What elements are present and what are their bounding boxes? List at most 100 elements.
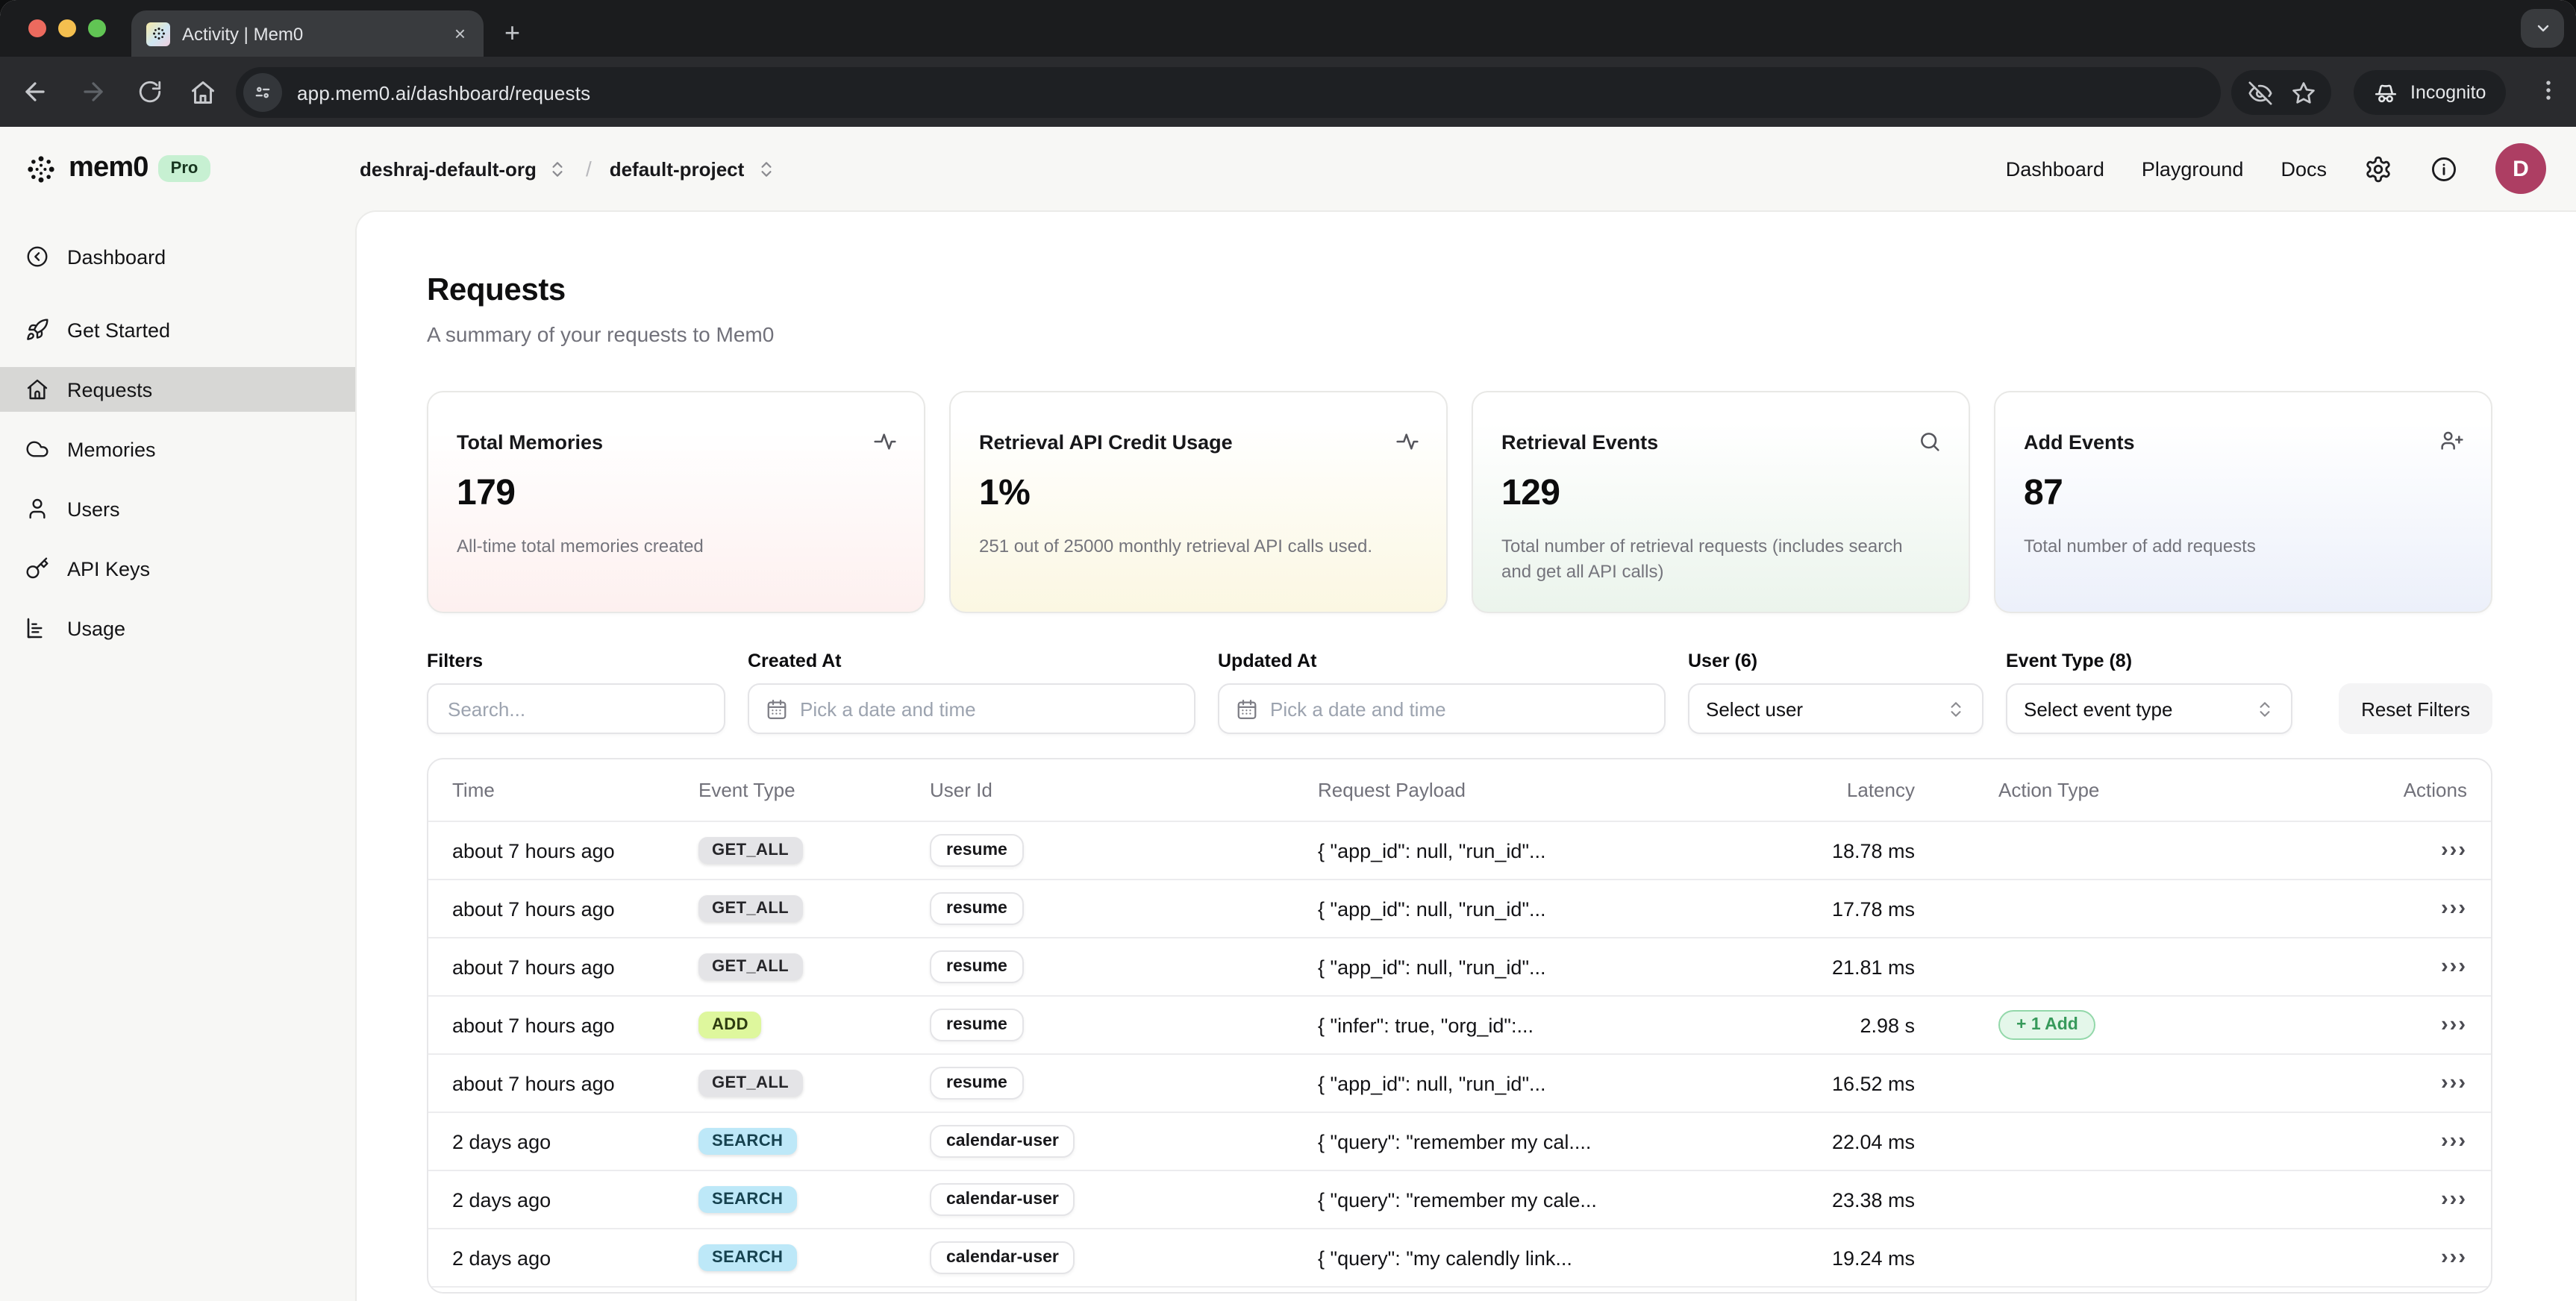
cell-event-type: SEARCH [698,1186,930,1213]
expand-row-button[interactable]: ››› [2441,838,2467,862]
tab-search-chevron-button[interactable] [2521,9,2564,48]
nav-docs[interactable]: Docs [2280,157,2327,180]
cell-user-id: resume [930,950,1318,983]
omnibox-actions [2231,70,2331,115]
logo[interactable]: mem0 Pro [24,127,210,210]
filter-user-group: User (6) Select user [1688,650,1983,734]
date-placeholder: Pick a date and time [800,697,976,720]
activity-icon [873,430,897,454]
cell-actions: ››› [2273,1071,2467,1095]
sidebar-item-get-started[interactable]: Get Started [0,307,355,352]
filter-event-type-group: Event Type (8) Select event type [2006,650,2292,734]
cell-payload: { "query": "my calendly link... [1318,1247,1572,1269]
expand-row-button[interactable]: ››› [2441,1246,2467,1270]
sidebar-item-api-keys[interactable]: API Keys [0,546,355,591]
filters-row: Filters Created At Pick a date and time [427,650,2492,734]
table-header: Time Event Type User Id Request Payload … [428,759,2491,821]
sidebar-item-requests[interactable]: Requests [0,367,355,412]
project-selector[interactable]: default-project [609,157,745,180]
stat-card-add-events: Add Events 87 Total number of add reques… [1994,391,2492,613]
home-button[interactable] [190,78,216,105]
sidebar-item-users[interactable]: Users [0,486,355,531]
chevrons-up-down-icon [1946,699,1966,718]
new-tab-button[interactable]: + [504,18,521,48]
info-icon [2432,157,2456,181]
cell-latency: 23.38 ms [1831,1188,1915,1211]
stat-description: 251 out of 25000 monthly retrieval API c… [979,536,1372,557]
user-avatar[interactable]: D [2495,143,2546,194]
incognito-label: Incognito [2410,82,2486,103]
back-button[interactable] [21,78,49,106]
sidebar-item-usage[interactable]: Usage [0,606,355,650]
stat-value: 1% [979,473,1031,513]
key-icon [25,557,49,580]
calendar-icon [1236,697,1258,720]
window-close-button[interactable] [28,19,46,37]
updated-at-picker[interactable]: Pick a date and time [1218,683,1666,734]
filter-label: Updated At [1218,650,1317,671]
cell-latency: 16.52 ms [1831,1072,1915,1094]
stat-value: 179 [457,473,516,513]
reload-button[interactable] [137,79,163,104]
browser-menu-button[interactable] [2536,78,2561,110]
table-row[interactable]: about 7 hours ago ADD resume { "infer": … [428,995,2491,1053]
cell-time: about 7 hours ago [452,956,615,978]
app-header: mem0 Pro deshraj-default-org / default-p… [0,127,2576,210]
expand-row-button[interactable]: ››› [2441,1129,2467,1153]
settings-button[interactable] [2364,154,2392,183]
incognito-badge: Incognito [2354,70,2506,115]
cell-user-id: resume [930,1067,1318,1100]
created-at-picker[interactable]: Pick a date and time [748,683,1195,734]
address-bar[interactable]: app.mem0.ai/dashboard/requests [236,67,2221,118]
nav-dashboard[interactable]: Dashboard [2005,157,2104,180]
sidebar-item-memories[interactable]: Memories [0,427,355,471]
user-select[interactable]: Select user [1688,683,1983,734]
expand-row-button[interactable]: ››› [2441,1188,2467,1211]
chevrons-up-down-icon[interactable] [548,159,568,178]
table-row[interactable]: 2 days ago SEARCH calendar-user { "query… [428,1112,2491,1170]
event-type-select[interactable]: Select event type [2006,683,2292,734]
nav-playground[interactable]: Playground [2141,157,2244,180]
table-row[interactable]: about 7 hours ago GET_ALL resume { "app_… [428,821,2491,879]
tab-close-icon[interactable]: × [454,22,466,45]
search-input[interactable] [445,696,707,721]
chevrons-up-down-icon[interactable] [756,159,775,178]
org-selector[interactable]: deshraj-default-org [360,157,537,180]
expand-row-button[interactable]: ››› [2441,1013,2467,1037]
home-icon [25,377,49,401]
event-type-badge: SEARCH [698,1128,797,1155]
table-row[interactable]: about 7 hours ago GET_ALL resume { "app_… [428,937,2491,995]
expand-row-button[interactable]: ››› [2441,955,2467,979]
sidebar-item-label: Dashboard [67,245,166,268]
cell-actions: ››› [2273,1013,2467,1037]
sidebar-item-label: Usage [67,617,126,639]
stat-title: Retrieval Events [1501,431,1659,454]
event-type-badge: SEARCH [698,1244,797,1271]
forward-button[interactable] [79,78,107,106]
browser-tab[interactable]: Activity | Mem0 × [131,10,484,57]
table-row[interactable]: 2 days ago SEARCH calendar-user { "query… [428,1170,2491,1228]
sidebar-item-label: Memories [67,438,156,460]
info-button[interactable] [2430,154,2458,183]
table-row[interactable]: about 7 hours ago GET_ALL resume { "app_… [428,879,2491,937]
date-placeholder: Pick a date and time [1270,697,1446,720]
expand-row-button[interactable]: ››› [2441,1071,2467,1095]
user-id-badge: calendar-user [930,1241,1075,1274]
cell-time: about 7 hours ago [452,897,615,920]
page-title: Requests [427,273,566,307]
table-row[interactable]: 2 days ago SEARCH calendar-user { "query… [428,1228,2491,1286]
bookmark-star-icon[interactable] [2290,80,2316,105]
filter-label: User (6) [1688,650,1758,671]
sidebar-item-dashboard[interactable]: Dashboard [0,234,355,279]
expand-row-button[interactable]: ››› [2441,897,2467,921]
window-minimize-button[interactable] [58,19,76,37]
site-info-button[interactable] [243,73,282,112]
stat-card-total-memories: Total Memories 179 All-time total memori… [427,391,925,613]
eye-off-icon[interactable] [2247,80,2272,105]
logo-wordmark: mem0 [69,152,149,184]
sidebar-item-label: API Keys [67,557,151,580]
cell-event-type: SEARCH [698,1244,930,1271]
reset-filters-button[interactable]: Reset Filters [2339,683,2492,734]
table-row[interactable]: about 7 hours ago GET_ALL resume { "app_… [428,1053,2491,1112]
window-zoom-button[interactable] [88,19,106,37]
